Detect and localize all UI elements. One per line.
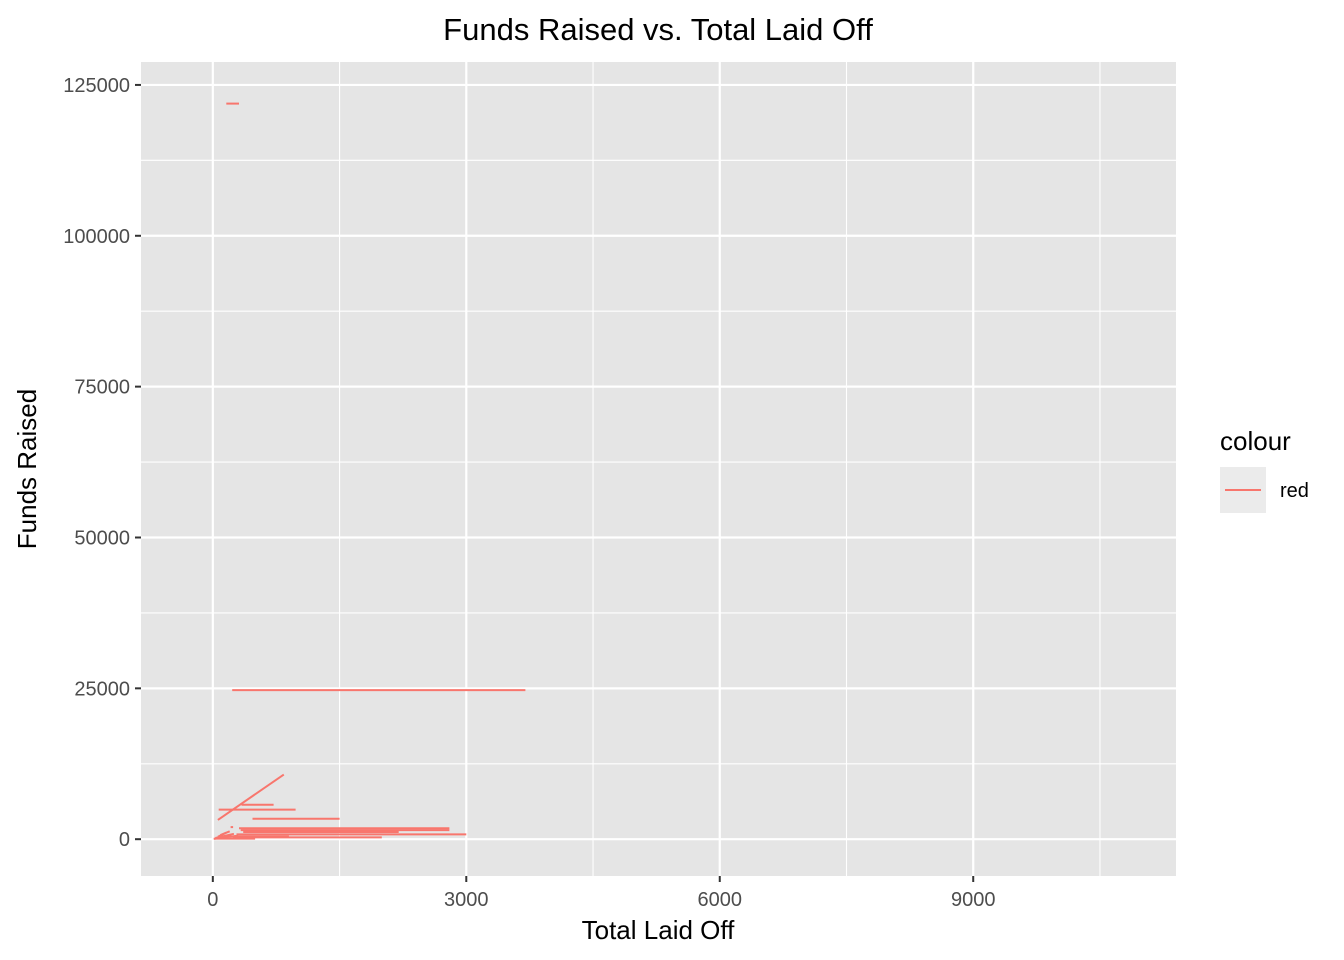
y-tick-label: 0 xyxy=(119,829,130,851)
y-tick-label: 25000 xyxy=(74,678,130,700)
legend-label-red: red xyxy=(1280,480,1309,502)
y-tick-label: 100000 xyxy=(63,226,130,248)
minor-gridlines xyxy=(141,62,1176,876)
y-tick-label: 125000 xyxy=(63,75,130,97)
x-axis-title: Total Laid Off xyxy=(582,915,736,945)
legend: colour red xyxy=(1220,426,1309,513)
y-axis-title: Funds Raised xyxy=(12,389,42,549)
y-tick-label: 75000 xyxy=(74,377,130,399)
data-line-segment xyxy=(220,830,231,836)
data-lines xyxy=(213,102,526,840)
x-tick-label: 0 xyxy=(207,889,218,911)
data-line-segment xyxy=(217,773,285,821)
chart-title: Funds Raised vs. Total Laid Off xyxy=(443,12,873,47)
axes: 0 3000 6000 9000 0 25000 50000 75000 100000 12500… xyxy=(63,75,995,911)
y-tick-label: 50000 xyxy=(74,527,130,549)
plot-panel xyxy=(141,62,1176,876)
x-tick-label: 6000 xyxy=(698,889,743,911)
x-tick-label: 3000 xyxy=(444,889,489,911)
legend-title: colour xyxy=(1220,426,1291,456)
x-tick-label: 9000 xyxy=(951,889,996,911)
major-gridlines xyxy=(141,62,1176,876)
